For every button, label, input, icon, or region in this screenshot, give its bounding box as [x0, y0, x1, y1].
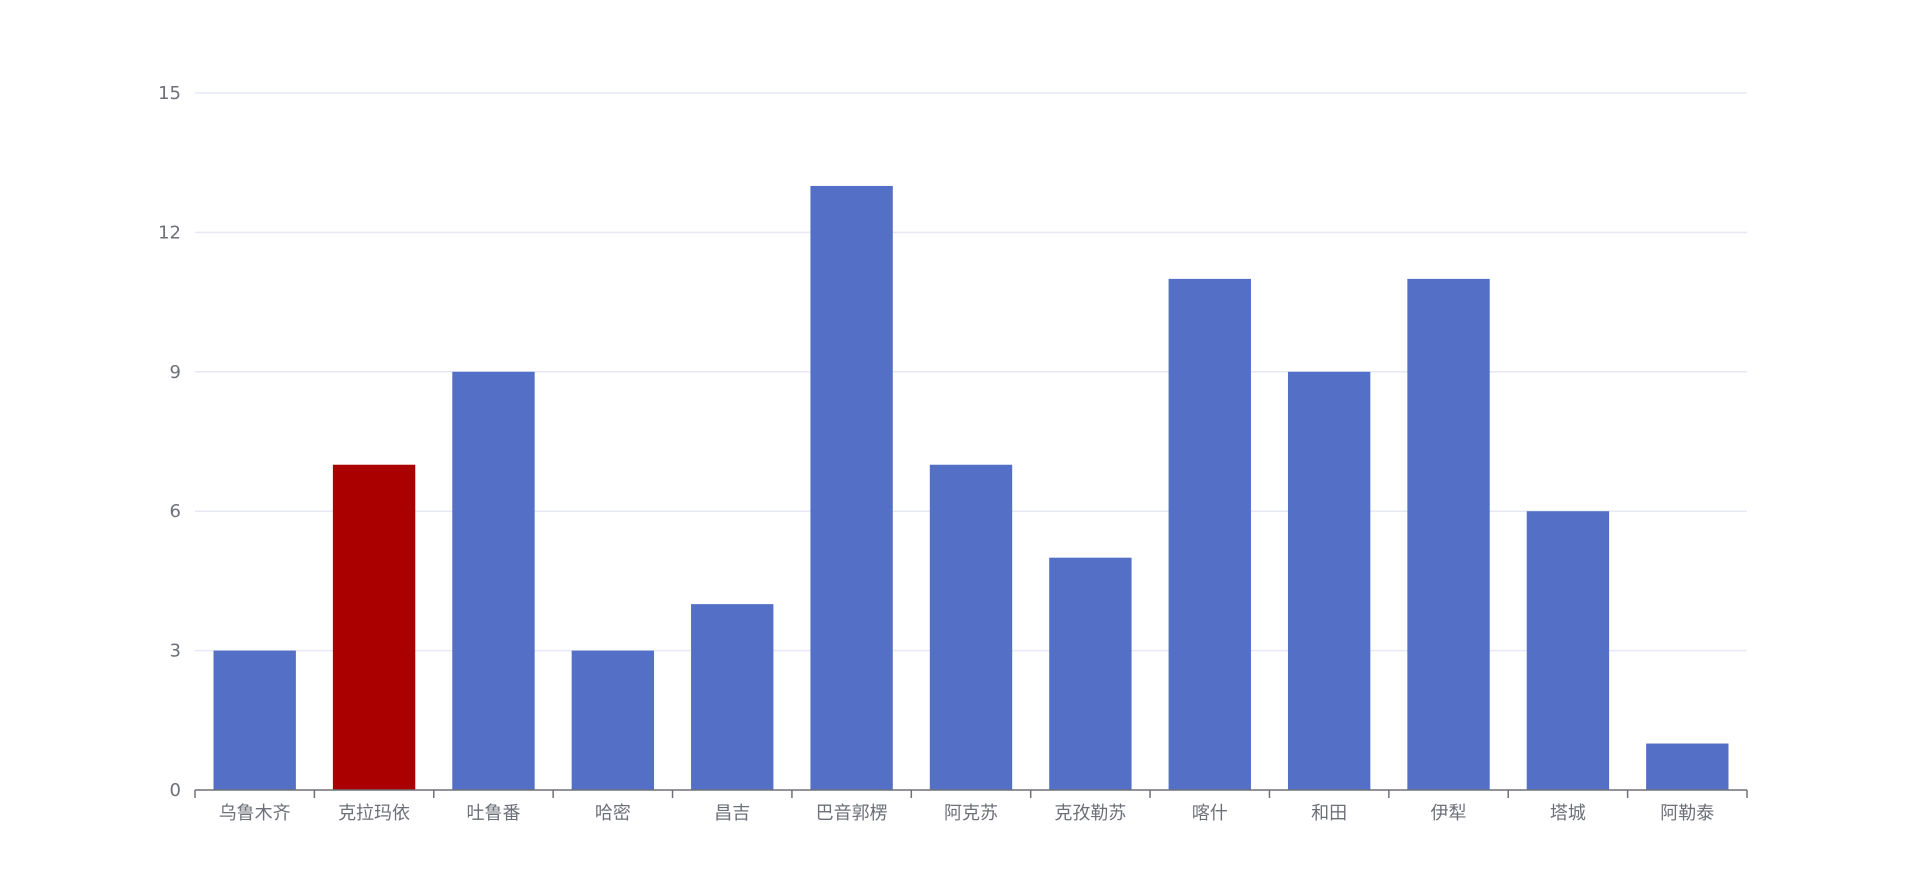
- x-category-label: 塔城: [1550, 803, 1586, 824]
- bar-11[interactable]: [1407, 278, 1490, 790]
- bar-3[interactable]: [452, 371, 535, 790]
- y-tick-label: 6: [170, 501, 181, 522]
- y-tick-label: 3: [170, 641, 181, 662]
- bar-6[interactable]: [810, 185, 893, 790]
- x-category-label: 阿克苏: [944, 803, 998, 824]
- bar-5[interactable]: [691, 604, 774, 790]
- bar-1[interactable]: [213, 650, 296, 790]
- bar-10[interactable]: [1287, 371, 1371, 790]
- x-category-label: 哈密: [595, 803, 631, 824]
- bar-13[interactable]: [1646, 743, 1729, 790]
- x-category-label: 吐鲁番: [466, 803, 520, 824]
- x-category-label: 巴音郭楞: [816, 803, 888, 824]
- x-category-label: 克拉玛依: [338, 803, 410, 824]
- x-category-label: 昌吉: [714, 803, 750, 824]
- x-axis: [194, 789, 1748, 798]
- bar-4[interactable]: [571, 650, 655, 790]
- bar-2[interactable]: [332, 464, 416, 790]
- y-axis-ticks: 0 3 6 9 12 15: [158, 83, 181, 801]
- y-tick-label: 0: [170, 780, 181, 801]
- x-category-label: 伊犁: [1431, 803, 1467, 824]
- x-category-label: 克孜勒苏: [1054, 803, 1126, 824]
- x-category-label: 阿勒泰: [1660, 803, 1714, 824]
- x-category-label: 和田: [1311, 803, 1347, 824]
- y-tick-label: 9: [170, 362, 181, 383]
- bar-8[interactable]: [1049, 557, 1132, 790]
- x-category-label: 喀什: [1192, 803, 1228, 824]
- x-category-label: 乌鲁木齐: [219, 803, 291, 824]
- bars: [213, 185, 1729, 790]
- x-axis-labels: 乌鲁木齐 克拉玛依 吐鲁番 哈密 昌吉 巴音郭楞 阿克苏 克孜勒苏 喀什 和田 伊犁 塔城 阿勒泰: [219, 803, 1715, 824]
- bar-7[interactable]: [929, 464, 1013, 790]
- y-tick-label: 15: [158, 83, 181, 104]
- bar-9[interactable]: [1168, 278, 1251, 790]
- bar-12[interactable]: [1526, 511, 1610, 790]
- y-tick-label: 12: [158, 222, 181, 243]
